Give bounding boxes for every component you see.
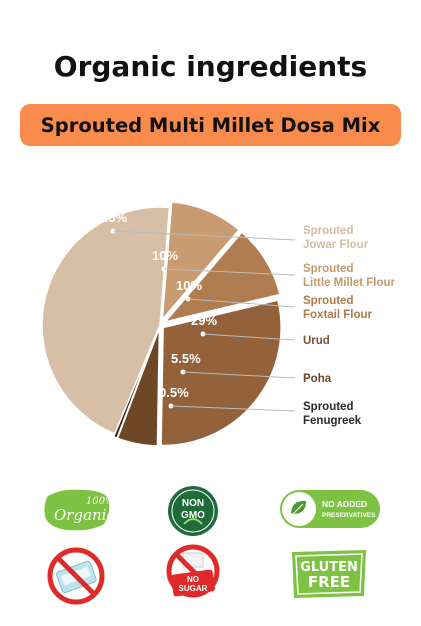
leader-line-1 xyxy=(163,268,296,276)
product-name: Sprouted Multi Millet Dosa Mix xyxy=(40,113,381,137)
gluten-free-line2: FREE xyxy=(308,573,350,591)
leader-line-5 xyxy=(170,405,296,412)
legend-label-line: Little Millet Flour xyxy=(303,277,395,289)
slice-value-label-5: 0.5% xyxy=(159,385,189,400)
legend-label-4: Poha xyxy=(303,372,331,386)
no-maida-badge xyxy=(46,546,106,606)
legend-label-line: Foxtail Flour xyxy=(303,309,372,321)
organic-100-badge: 100% Organic xyxy=(42,486,112,534)
no-sugar-line2: SUGAR xyxy=(179,584,208,593)
no-sugar-badge: NO SUGAR xyxy=(166,544,220,602)
slice-value-label-3: 29% xyxy=(191,313,217,328)
legend-label-line: Sprouted xyxy=(303,225,354,237)
leader-line-0 xyxy=(112,230,296,241)
non-gmo-line2: GMO xyxy=(181,510,205,521)
pie-slice-1 xyxy=(161,201,241,322)
ingredients-pie-chart: 45% 10% 10% 29% 5.5% 0.5% xyxy=(41,201,296,447)
product-name-banner: Sprouted Multi Millet Dosa Mix xyxy=(20,104,401,146)
leader-line-2 xyxy=(187,298,296,308)
legend-label-line: Sprouted xyxy=(303,401,354,413)
gluten-free-badge: GLUTEN FREE xyxy=(288,546,370,600)
legend-label-5: Sprouted Fenugreek xyxy=(303,400,361,428)
leader-line-3 xyxy=(202,333,296,341)
legend-label-1: Sprouted Little Millet Flour xyxy=(303,262,395,290)
preservatives-line1: NO ADDED xyxy=(322,499,367,509)
slice-value-label-2: 10% xyxy=(176,278,202,293)
pie-slice-3 xyxy=(160,299,282,447)
non-gmo-line1: NON xyxy=(182,498,204,509)
legend-label-2: Sprouted Foxtail Flour xyxy=(303,294,372,322)
legend-label-3: Urud xyxy=(303,334,330,348)
no-sugar-line1: NO xyxy=(187,575,199,584)
slice-value-label-4: 5.5% xyxy=(171,351,201,366)
legend-label-line: Jowar Flour xyxy=(303,239,369,251)
pie-slice-5 xyxy=(112,327,160,440)
leader-line-4 xyxy=(182,371,296,379)
no-added-preservatives-badge: NO ADDED PRESERVATIVES xyxy=(278,486,382,532)
legend-label-line: Urud xyxy=(303,335,330,347)
slice-value-label-1: 10% xyxy=(152,248,178,263)
legend-label-line: Sprouted xyxy=(303,295,354,307)
legend-label-0: Sprouted Jowar Flour xyxy=(303,224,368,252)
page-title: Organic ingredients xyxy=(53,50,368,83)
legend-label-line: Sprouted xyxy=(303,263,354,275)
organic-badge-line1: 100% xyxy=(86,496,112,507)
legend-label-line: Fenugreek xyxy=(303,415,362,427)
gluten-free-line1: GLUTEN xyxy=(300,560,358,575)
organic-badge-line2: Organic xyxy=(54,506,112,524)
slice-value-label-0: 45% xyxy=(101,210,127,225)
preservatives-line2: PRESERVATIVES xyxy=(322,512,376,519)
legend-label-line: Poha xyxy=(303,373,332,385)
non-gmo-badge: NON GMO xyxy=(166,484,220,538)
